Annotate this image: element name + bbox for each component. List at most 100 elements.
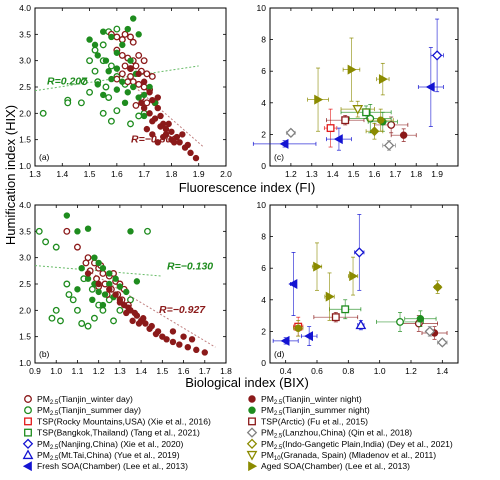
y-tick-label: 6 [261,263,266,273]
data-point [132,101,140,109]
data-point [146,325,153,332]
data-point [416,315,425,323]
data-point [362,108,371,117]
data-point [127,65,134,72]
data-point [169,328,177,335]
data-point [149,96,156,104]
x-tick-label: 1.8 [410,169,422,179]
regression-line [34,265,163,277]
x-tick-label: 1.3 [114,366,126,376]
series-3 [63,212,141,309]
data-point [124,89,131,96]
legend-label: PM2.5(Nanjing,China) (Xie et al., 2020) [37,439,184,451]
x-tick-label: 2.0 [220,169,232,179]
data-point [99,306,107,314]
data-point [140,112,148,120]
data-point [187,149,194,157]
data-point [64,99,72,107]
data-point [105,94,113,101]
data-point [170,139,178,146]
legend-marker [24,406,32,415]
data-point [125,304,132,311]
data-point [102,57,110,64]
data-point [78,265,85,272]
legend-label: TSP(Bangkok,Thailand) (Tang et al., 2021… [37,428,200,438]
data-point [173,133,181,141]
data-point [378,74,388,85]
y-tick-label: 1.0 [19,161,31,171]
data-point [63,280,71,288]
data-point [143,70,151,78]
data-point [121,30,129,38]
plots-layer: 1.3 1.4 1.5 1.6 1.7 1.8 1.9 2.0 1.0 1.5 2.0 2.5 3.0 3… [19,3,459,376]
x-tick-label: 1.9 [193,169,205,179]
data-point [127,73,134,80]
legend-marker [246,438,258,450]
data-point [91,46,99,54]
x-tick-label: 1.5 [348,169,360,179]
panel-label: (a) [39,152,50,162]
x-tick-label: 1.4 [135,366,147,376]
y-tick-label: 1.5 [19,135,31,145]
data-point [105,67,112,75]
legend-label: PM10(Granada, Spain) (Mladenov et al., 2… [261,450,436,462]
data-point [74,286,81,293]
y-tick-label: 3.5 [19,29,31,39]
data-point [135,94,142,101]
y-tick-label: 2 [261,129,266,139]
panel-c: 1.2 1.3 1.4 1.5 1.6 1.7 1.8 1.9 0 2 4 6 8 10 (c) [252,3,459,179]
data-point [154,104,161,112]
y-tick-label: 0 [261,161,266,171]
data-point [78,320,86,327]
data-point [77,99,85,107]
data-point [99,301,107,309]
data-point [84,322,92,330]
y-tick-label: 4.0 [19,200,31,210]
data-point [127,57,134,64]
data-point [91,254,98,261]
x-tick-label: 1.6 [111,169,123,179]
data-point [95,280,102,288]
data-point [325,291,335,302]
data-point [132,62,140,70]
y-tick-label: 3.0 [19,56,31,66]
data-point [140,104,148,112]
data-point [143,99,151,107]
data-point [107,62,115,70]
data-point [152,330,160,338]
plot-frame [269,204,459,364]
data-point [73,243,81,251]
x-tick-label: 1.0 [50,366,62,376]
x-tick-label: 1.3 [29,169,41,179]
data-point [331,313,340,322]
data-point [163,336,170,343]
legend-entry: PM2.5(Tianjin_summer night) [248,405,370,417]
legend-label: PM2.5(Mt.Tai,China) (Yue et al., 2019) [37,450,180,462]
data-point [35,227,43,235]
y-tick-label: 8 [261,35,266,45]
y-tick-label: 4.0 [19,3,31,13]
x-tick-label: 1.4 [327,169,339,179]
y-tick-label: 4 [261,295,266,305]
data-point [91,41,99,49]
data-point [149,118,156,125]
panel-d: 0.4 0.6 0.8 1.0 1.2 1.4 0 2 4 6 8 10 (d) [257,200,459,376]
data-point [437,337,448,348]
data-point [99,41,107,49]
data-point [110,317,117,325]
legend-marker [248,461,258,472]
data-point [74,228,81,235]
x-tick-label: 1.8 [166,169,178,179]
data-point [57,317,64,325]
data-point [424,326,436,337]
y-tick-label: 8 [261,232,266,242]
legend-entry: PM10(Granada, Spain) (Mladenov et al., 2… [246,450,436,462]
data-point [188,336,196,343]
y-tick-label: 10 [257,200,267,210]
data-point [285,127,297,139]
data-point [113,107,121,115]
data-point [168,128,175,135]
legend-entry: PM2.5(Indo-Gangetic Plain,India) (Dey et… [246,438,453,451]
legend-marker [246,450,258,461]
legend-label: PM2.5(Tianjin_summer day) [37,405,141,417]
